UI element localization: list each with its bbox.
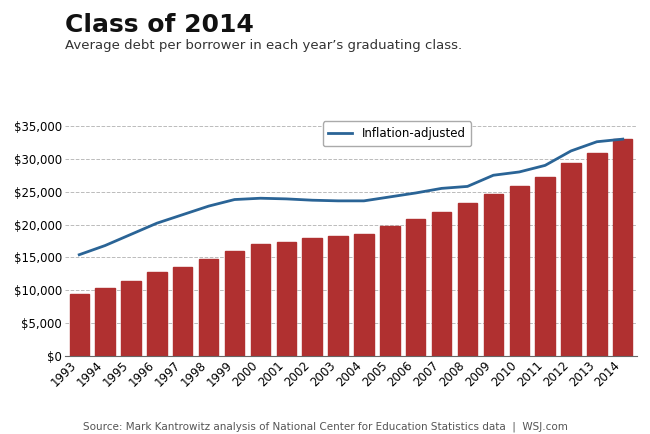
Bar bbox=[147, 272, 166, 356]
Bar bbox=[277, 242, 296, 356]
Inflation-adjusted bbox=[515, 169, 523, 174]
Inflation-adjusted bbox=[412, 191, 420, 196]
Bar bbox=[122, 281, 140, 356]
Inflation-adjusted bbox=[179, 212, 187, 217]
Inflation-adjusted bbox=[282, 196, 290, 201]
Bar bbox=[484, 194, 503, 356]
Bar bbox=[96, 288, 115, 356]
Bar bbox=[302, 238, 322, 356]
Inflation-adjusted bbox=[567, 148, 575, 154]
Bar bbox=[613, 139, 632, 356]
Inflation-adjusted bbox=[334, 198, 342, 204]
Inflation-adjusted bbox=[360, 198, 368, 204]
Inflation-adjusted bbox=[437, 186, 445, 191]
Inflation-adjusted bbox=[463, 184, 471, 189]
Bar bbox=[536, 177, 555, 356]
Line: Inflation-adjusted: Inflation-adjusted bbox=[79, 139, 623, 255]
Bar bbox=[328, 237, 348, 356]
Bar bbox=[70, 294, 89, 356]
Bar bbox=[510, 186, 529, 356]
Inflation-adjusted bbox=[101, 243, 109, 248]
Inflation-adjusted bbox=[153, 220, 161, 226]
Inflation-adjusted bbox=[257, 196, 265, 201]
Bar bbox=[251, 243, 270, 356]
Bar bbox=[458, 204, 477, 356]
Bar bbox=[432, 212, 451, 356]
Inflation-adjusted bbox=[619, 137, 627, 142]
Bar bbox=[587, 153, 606, 356]
Inflation-adjusted bbox=[231, 197, 239, 202]
Bar bbox=[173, 267, 192, 356]
Text: Average debt per borrower in each year’s graduating class.: Average debt per borrower in each year’s… bbox=[65, 39, 462, 52]
Inflation-adjusted bbox=[386, 194, 394, 200]
Inflation-adjusted bbox=[205, 204, 213, 209]
Legend: Inflation-adjusted: Inflation-adjusted bbox=[322, 121, 471, 146]
Bar bbox=[354, 234, 374, 356]
Bar bbox=[406, 219, 425, 356]
Inflation-adjusted bbox=[75, 252, 83, 257]
Text: Class of 2014: Class of 2014 bbox=[65, 13, 254, 37]
Bar bbox=[562, 164, 580, 356]
Inflation-adjusted bbox=[308, 197, 316, 203]
Inflation-adjusted bbox=[593, 139, 601, 145]
Bar bbox=[225, 251, 244, 356]
Inflation-adjusted bbox=[489, 173, 497, 178]
Bar bbox=[199, 259, 218, 356]
Inflation-adjusted bbox=[541, 163, 549, 168]
Bar bbox=[380, 227, 400, 356]
Inflation-adjusted bbox=[127, 232, 135, 237]
Text: Source: Mark Kantrowitz analysis of National Center for Education Statistics dat: Source: Mark Kantrowitz analysis of Nati… bbox=[83, 421, 567, 432]
